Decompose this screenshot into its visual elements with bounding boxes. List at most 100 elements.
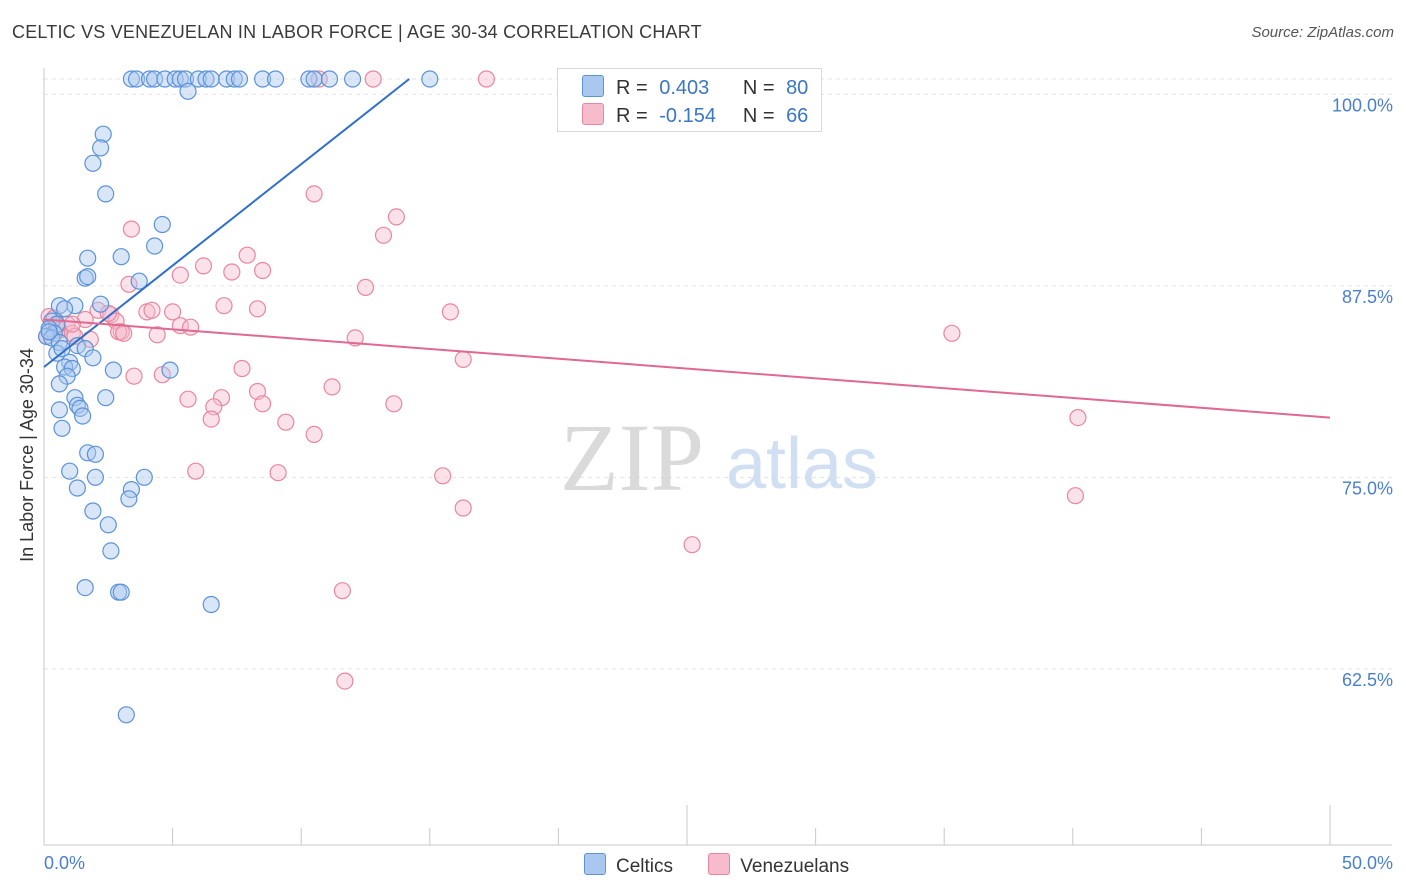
celtic-point (225, 70, 243, 88)
celtic-point (86, 468, 105, 486)
series-legend: Celtics Venezuelans (584, 853, 879, 878)
celtic-point (50, 375, 69, 393)
venezuelan-point (148, 326, 166, 344)
celtic-point (91, 139, 110, 157)
celtic-point (97, 185, 115, 203)
venezuelan-point (238, 246, 256, 264)
celtic-point (120, 490, 138, 508)
celtic-point (161, 361, 179, 379)
venezuelan-point (477, 70, 495, 88)
chart-title: CELTIC VS VENEZUELAN IN LABOR FORCE | AG… (12, 22, 702, 42)
celtic-point (202, 70, 220, 88)
tick-labels: 62.5% 75.0% 87.5% 100.0% 0.0% 50.0% (44, 95, 1393, 873)
celtic-point (68, 479, 87, 497)
y-axis-label: In Labor Force | Age 30-34 (17, 348, 37, 562)
celtic-point (320, 70, 339, 88)
venezuelan-point (943, 324, 961, 342)
celtic-point (86, 445, 105, 463)
celtic-point (84, 502, 102, 520)
y-tick-label: 100.0% (1332, 95, 1393, 115)
celtic-point (344, 70, 362, 88)
venezuelan-point (202, 410, 220, 428)
celtic-point (48, 344, 66, 362)
venezuelan-point (179, 390, 197, 408)
celtic-swatch (584, 853, 606, 875)
trend-lines (43, 78, 1331, 419)
venezuelan-point (187, 462, 205, 480)
source-credit: Source: ZipAtlas.com (1251, 24, 1394, 41)
celtic-point (254, 70, 272, 88)
celtic-point (40, 323, 58, 341)
celtic-swatch (582, 75, 604, 97)
n-value: 66 (786, 105, 809, 127)
venezuelan-point (333, 582, 351, 600)
venezuelan-point (374, 226, 393, 244)
celtic-point (76, 578, 94, 597)
venezuelan-point (387, 208, 405, 226)
celtic-point (97, 389, 115, 407)
celtic-point (79, 249, 97, 267)
celtic-point (300, 70, 318, 88)
celtic-point (61, 462, 79, 480)
celtic-point (112, 248, 130, 266)
venezuelan-point (323, 378, 341, 396)
n-value: 80 (786, 77, 809, 99)
venezuelan-point (120, 275, 138, 293)
venezuelan-point (346, 329, 364, 347)
celtic-point (79, 268, 97, 286)
venezuelan-point (305, 185, 323, 203)
celtic-point (53, 419, 71, 437)
venezuelan-point (248, 300, 267, 318)
venezuelan-point (125, 367, 143, 385)
celtic-point (153, 215, 171, 234)
celtic-point (73, 407, 92, 425)
celtic-point (202, 595, 220, 614)
venezuelan-point (115, 324, 133, 342)
celtic-point (104, 361, 123, 379)
legend-item-venezuelans[interactable]: Venezuelans (708, 853, 849, 878)
celtic-point (99, 516, 117, 534)
legend-label: Celtics (616, 856, 674, 877)
venezuelan-point (143, 301, 161, 319)
r-value: -0.154 (659, 105, 716, 127)
venezuelan-point (223, 263, 241, 281)
venezuelan-point (194, 257, 213, 275)
venezuelan-point (356, 278, 375, 296)
legend-row-celtics: R = 0.403 N = 80 (582, 75, 808, 99)
celtic-point (91, 295, 110, 313)
y-tick-label: 75.0% (1342, 478, 1393, 498)
venezuelan-point (454, 350, 472, 368)
celtic-point (305, 70, 323, 88)
venezuelan-point (277, 413, 295, 431)
venezuelan-points (37, 70, 1087, 690)
legend-item-celtics[interactable]: Celtics (584, 853, 673, 878)
celtic-point (55, 300, 74, 318)
celtic-point (128, 70, 146, 88)
venezuelan-point (385, 395, 403, 413)
celtic-point (421, 70, 439, 88)
celtic-point (117, 706, 135, 724)
axes (43, 68, 1392, 846)
celtic-point (50, 297, 69, 315)
venezuelan-point (441, 303, 459, 321)
celtic-point (122, 70, 140, 88)
celtic-point (230, 70, 249, 88)
celtic-point (50, 401, 69, 419)
venezuelan-point (1066, 487, 1085, 505)
r-label: R = (616, 77, 648, 99)
venezuelan-point (122, 220, 140, 238)
venezuelan-swatch (708, 853, 731, 875)
n-label: N = (742, 77, 775, 99)
celtic-point (112, 583, 130, 601)
x-tick-label: 50.0% (1342, 853, 1393, 873)
legend-label: Venezuelans (740, 856, 850, 877)
celtic-point (53, 340, 71, 358)
celtic-point (135, 468, 153, 486)
venezuelan-point (254, 261, 272, 280)
legend-row-venezuelans: R = -0.154 N = 66 (582, 103, 808, 127)
celtic-point (94, 125, 112, 143)
n-label: N = (742, 105, 775, 127)
y-tick-label: 62.5% (1342, 670, 1393, 690)
venezuelan-point (182, 318, 200, 336)
